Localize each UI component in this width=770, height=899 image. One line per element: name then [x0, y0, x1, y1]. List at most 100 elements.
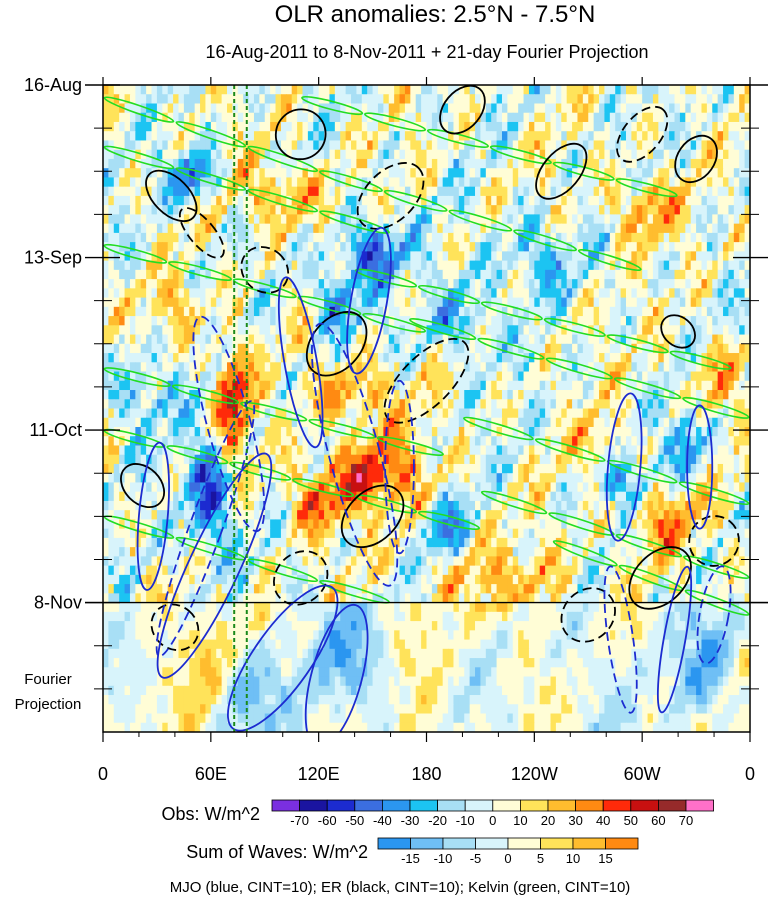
field-cell	[318, 149, 325, 160]
field-cell	[253, 306, 260, 317]
field-cell	[345, 121, 352, 132]
field-cell	[652, 260, 659, 271]
field-cell	[555, 121, 562, 132]
field-cell	[685, 269, 692, 280]
field-cell	[377, 158, 384, 169]
field-cell	[329, 177, 336, 188]
field-cell	[243, 463, 250, 474]
field-cell	[733, 316, 740, 326]
field-cell	[625, 316, 632, 326]
field-cell	[404, 343, 411, 354]
field-cell	[324, 362, 331, 373]
field-cell	[469, 158, 476, 169]
field-cell	[404, 103, 411, 114]
field-cell	[162, 463, 169, 474]
field-cell	[631, 353, 638, 363]
field-cell	[545, 306, 552, 317]
field-cell	[496, 380, 503, 391]
field-cell	[679, 260, 686, 271]
field-cell	[200, 426, 207, 437]
field-cell	[652, 195, 659, 206]
field-cell	[577, 223, 584, 234]
field-cell	[404, 112, 411, 123]
field-cell	[135, 343, 142, 354]
field-cell	[361, 445, 368, 456]
field-cell	[119, 279, 126, 289]
field-cell	[264, 140, 271, 151]
field-cell	[318, 353, 325, 363]
field-cell	[534, 232, 541, 243]
field-cell	[588, 390, 595, 400]
field-cell	[183, 279, 190, 289]
field-cell	[437, 121, 444, 132]
field-cell	[356, 232, 363, 243]
field-cell	[194, 390, 201, 400]
field-cell	[113, 112, 120, 123]
field-cell	[507, 131, 514, 142]
field-cell	[232, 149, 239, 160]
field-cell	[572, 436, 579, 447]
field-cell	[572, 269, 579, 280]
field-cell	[264, 103, 271, 114]
field-cell	[146, 232, 153, 243]
field-cell	[221, 353, 228, 363]
field-cell	[404, 168, 411, 179]
field-cell	[345, 325, 352, 336]
field-cell	[415, 149, 422, 160]
field-cell	[658, 158, 665, 169]
field-cell	[453, 362, 460, 373]
field-cell	[475, 158, 482, 169]
field-cell	[340, 269, 347, 280]
field-cell	[178, 186, 185, 197]
field-cell	[216, 371, 223, 382]
field-cell	[119, 380, 126, 391]
field-cell	[194, 297, 201, 308]
field-cell	[588, 205, 595, 215]
field-cell	[194, 177, 201, 188]
olr-anomaly-field	[103, 85, 750, 732]
field-cell	[377, 343, 384, 354]
field-cell	[162, 186, 169, 197]
field-cell	[744, 269, 750, 280]
field-cell	[642, 149, 649, 160]
field-cell	[464, 149, 471, 160]
field-cell	[739, 85, 746, 95]
field-cell	[129, 131, 136, 142]
field-cell	[431, 85, 438, 95]
field-cell	[394, 131, 401, 142]
field-cell	[566, 85, 573, 95]
field-cell	[173, 445, 180, 456]
field-cell	[108, 103, 115, 114]
field-cell	[733, 121, 740, 132]
field-cell	[620, 94, 627, 105]
field-cell	[652, 85, 659, 95]
field-cell	[377, 380, 384, 391]
field-cell	[728, 251, 735, 262]
field-cell	[415, 343, 422, 354]
field-cell	[415, 158, 422, 169]
field-cell	[491, 251, 498, 262]
field-cell	[701, 168, 708, 179]
field-cell	[496, 269, 503, 280]
field-cell	[183, 103, 190, 114]
field-cell	[593, 94, 600, 105]
field-cell	[658, 362, 665, 373]
field-cell	[156, 269, 163, 280]
field-cell	[189, 362, 196, 373]
field-cell	[135, 390, 142, 400]
field-cell	[615, 214, 622, 225]
field-cell	[124, 371, 131, 382]
field-cell	[566, 390, 573, 400]
field-cell	[685, 121, 692, 132]
field-cell	[706, 131, 713, 142]
field-cell	[146, 399, 153, 410]
field-cell	[701, 426, 708, 437]
field-cell	[151, 334, 158, 345]
field-cell	[615, 260, 622, 271]
field-cell	[280, 390, 287, 400]
field-cell	[733, 140, 740, 151]
field-cell	[728, 380, 735, 391]
field-cell	[410, 436, 417, 447]
field-cell	[475, 343, 482, 354]
field-cell	[286, 251, 293, 262]
